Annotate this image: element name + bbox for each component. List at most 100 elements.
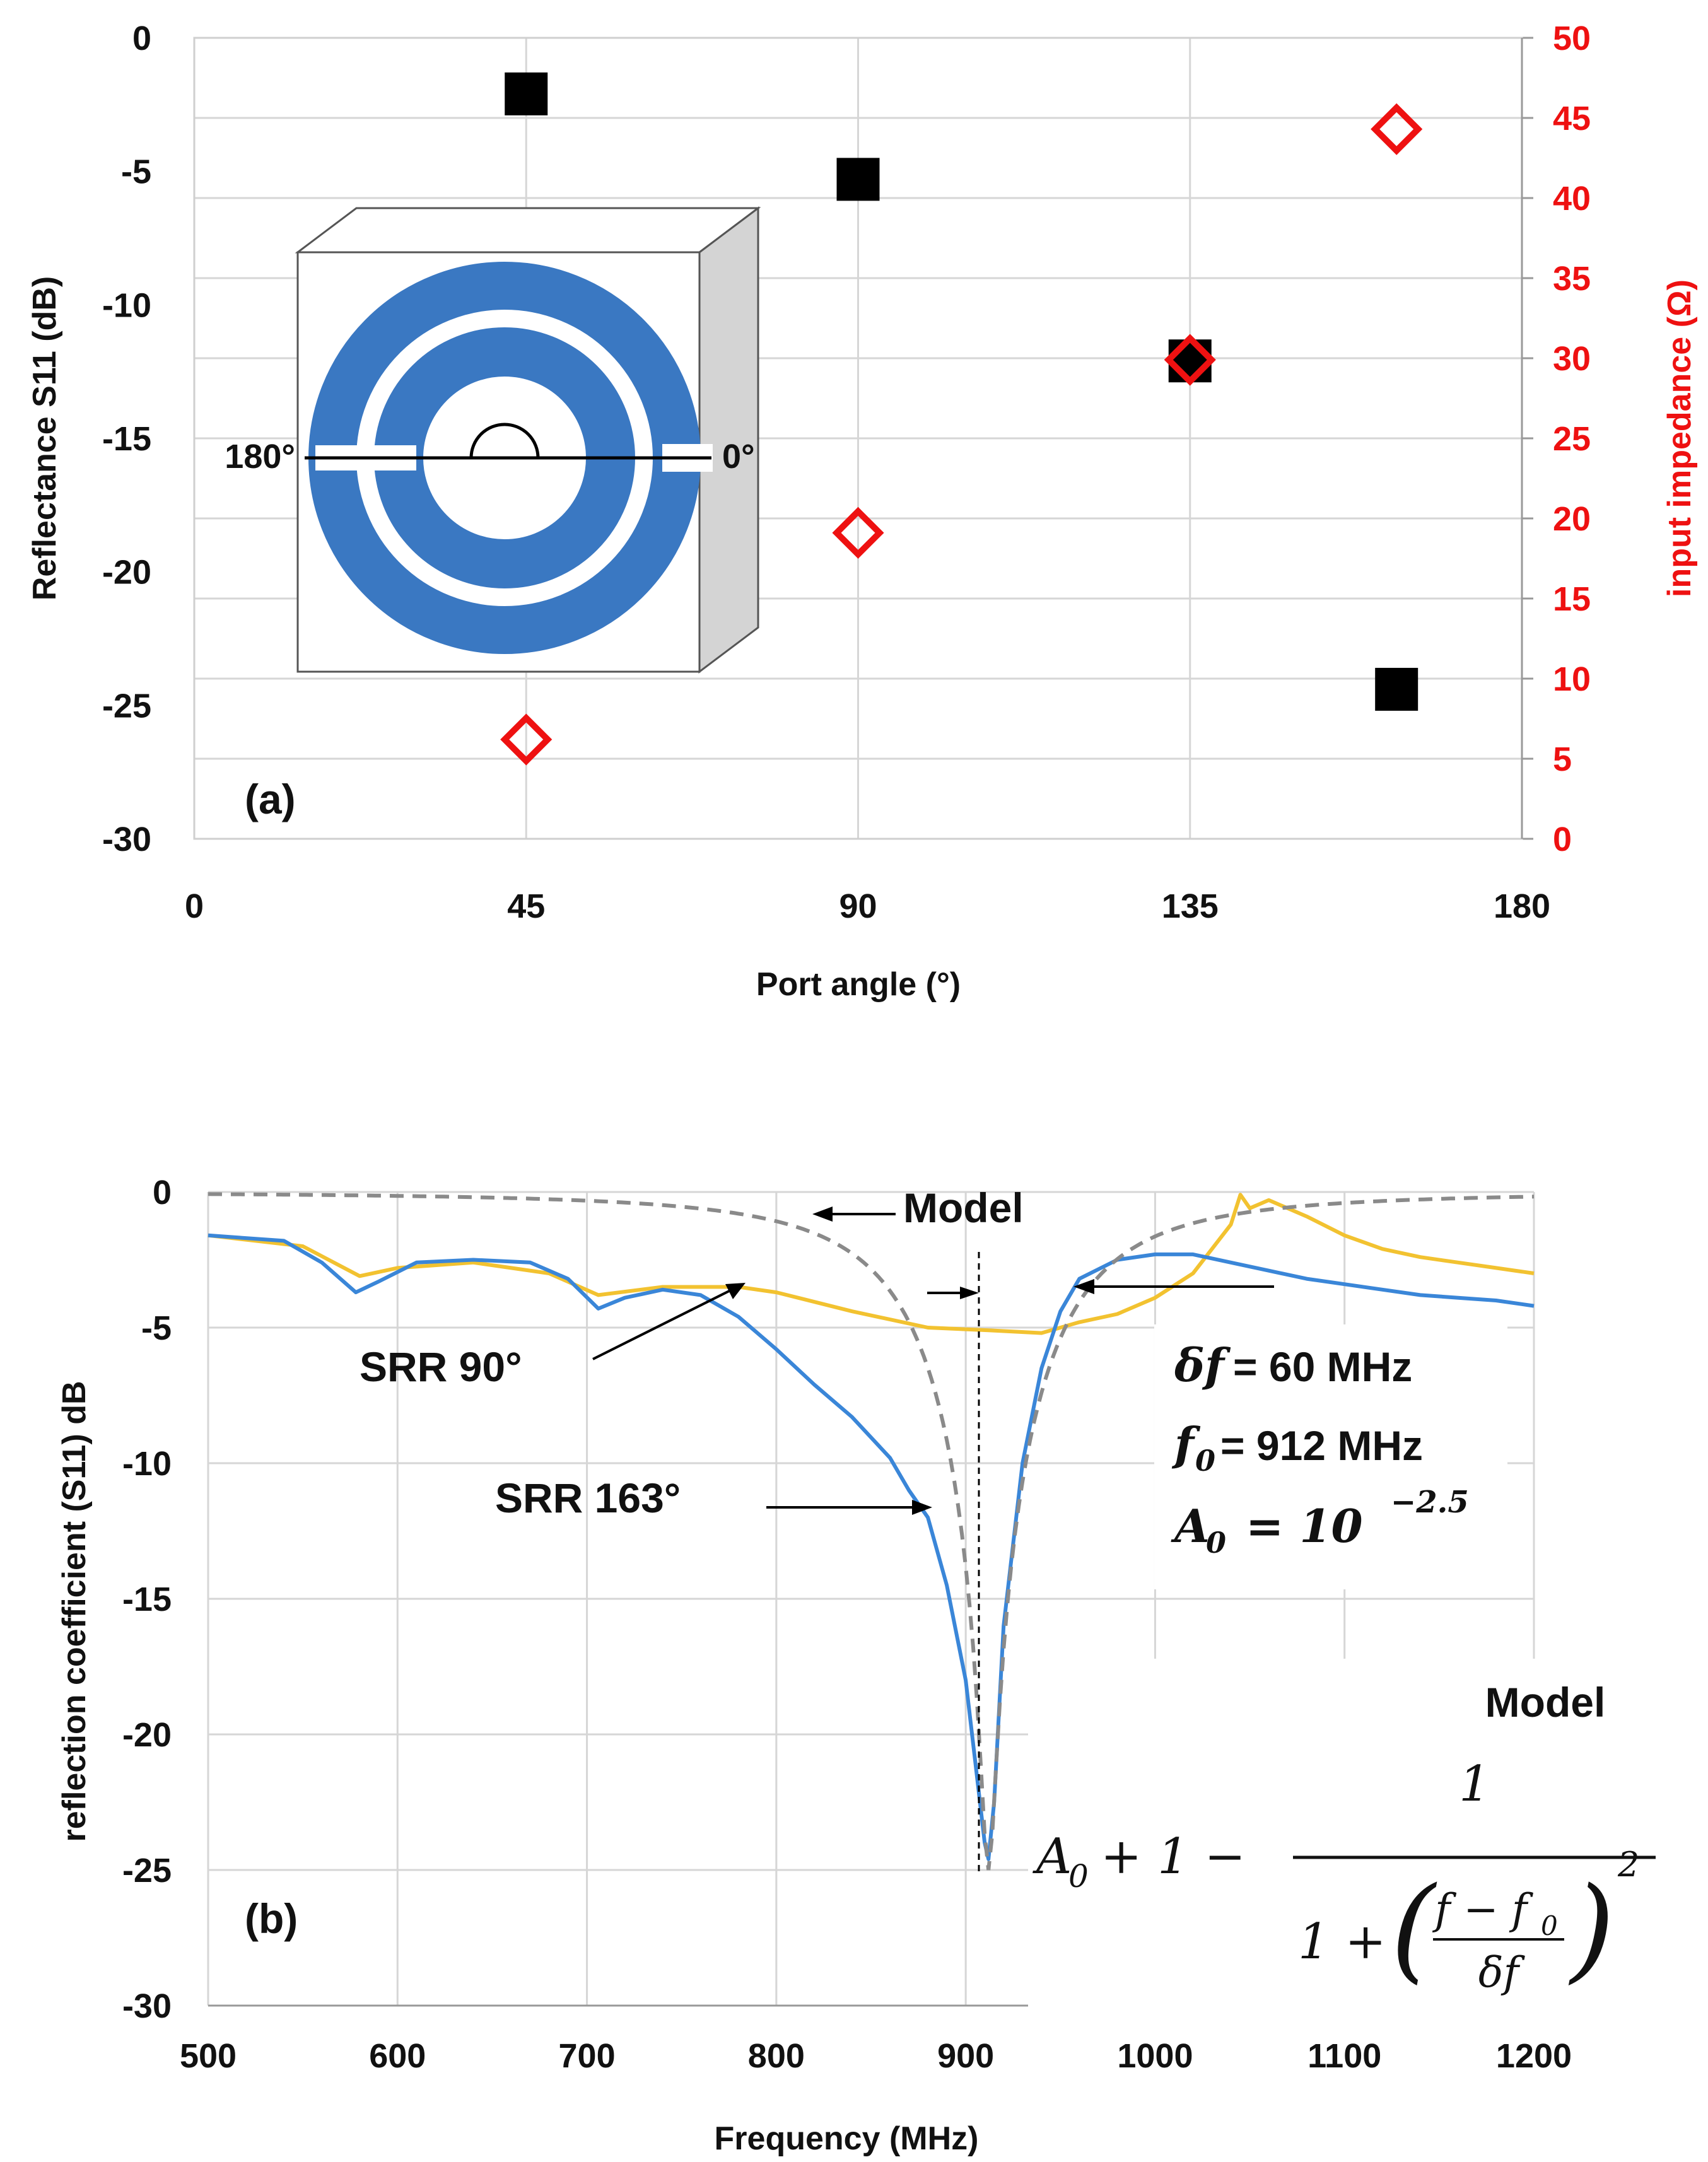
a0-subscript: 0 <box>1206 1526 1226 1560</box>
angle-arc <box>469 423 540 459</box>
a0-exponent: −2.5 <box>1391 1485 1469 1520</box>
inset-label-180: 180° <box>225 438 295 476</box>
inset-label-0: 0° <box>722 438 755 476</box>
panel-b-y-ticks: 0 -5 -10 -15 -20 -25 -30 <box>122 1174 172 2025</box>
s11-marker <box>1375 667 1418 711</box>
impedance-marker <box>1164 334 1216 386</box>
panel-b-x-axis-title: Frequency (MHz) <box>715 2120 979 2157</box>
formula-denominator-start: 1 + <box>1298 1914 1386 1970</box>
a0-eq: = 10 <box>1246 1499 1363 1553</box>
formula-numerator: 1 <box>1459 1756 1490 1813</box>
panel-a-y-tick-label: -5 <box>121 153 151 191</box>
panel-b-x-tick-label: 1100 <box>1307 2037 1381 2075</box>
panel-a-y2-tick-label: 40 <box>1553 180 1591 218</box>
panel-b-y-tick-label: -5 <box>141 1309 172 1347</box>
panel-b-x-tick-label: 600 <box>369 2037 426 2075</box>
formula-left-paren: ( <box>1391 1863 1437 1995</box>
panel-b-y-tick-label: -15 <box>122 1581 172 1618</box>
panel-a: 0 45 90 135 180 0-5-10-15-20-25-30 504540353… <box>26 20 1698 1003</box>
formula-inner-numerator: f − f <box>1432 1885 1534 1934</box>
a0-symbol: A <box>1171 1499 1210 1553</box>
delta-f-arrowhead <box>960 1287 979 1299</box>
panel-a-y-tick-label: 0 <box>132 20 151 57</box>
panel-a-x-ticks: 0 45 90 135 180 <box>185 887 1550 925</box>
panel-a-y-tick-label: -10 <box>102 286 151 324</box>
panel-a-y2-tick-label: 30 <box>1553 340 1591 378</box>
panel-a-y2-tick-label: 20 <box>1553 500 1591 538</box>
panel-b-x-tick-label: 1000 <box>1117 2037 1193 2075</box>
right-edge-arrowhead <box>1073 1279 1094 1294</box>
panel-b: 500 600 700 800 900 1000 1100 1200 0-5-10-15-20… <box>56 1174 1678 2157</box>
panel-a-marks <box>500 72 1423 766</box>
panel-a-y2-tick-label: 35 <box>1553 260 1591 298</box>
panel-a-y2-tick-label: 10 <box>1553 660 1591 698</box>
srr-inset: 180° 0° <box>225 206 761 674</box>
panel-a-y-tick-label: -25 <box>102 687 151 725</box>
formula-a-subscript: 0 <box>1068 1858 1089 1895</box>
panel-a-x-tick-label: 180 <box>1494 887 1550 925</box>
formula-title: Model <box>1485 1679 1606 1726</box>
panel-a-y-tick-label: -20 <box>102 554 151 592</box>
panel-b-y-tick-label: -30 <box>122 1987 172 2025</box>
panel-a-y-tick-label: -15 <box>102 420 151 458</box>
panel-b-y-axis-title: reflection coefficient (S11) dB <box>56 1381 93 1842</box>
panel-a-x-tick-label: 135 <box>1162 887 1219 925</box>
formula-right-paren: ) <box>1568 1863 1615 1995</box>
impedance-marker <box>500 713 553 766</box>
panel-a-y-tick-label: -30 <box>102 821 151 858</box>
panel-a-y-ticks: 0 -5 -10 -15 -20 -25 -30 <box>102 20 151 858</box>
s11-marker <box>836 158 880 201</box>
panel-b-x-ticks: 500 600 700 800 900 1000 1100 1200 <box>180 2037 1572 2075</box>
panel-b-x-tick-label: 800 <box>748 2037 805 2075</box>
panel-a-y2-tick-label: 0 <box>1553 821 1572 858</box>
panel-a-y2-axis-title: input impedance (Ω) <box>1661 279 1698 597</box>
impedance-marker <box>1371 103 1423 155</box>
formula-inner-denominator: δf <box>1478 1948 1526 1997</box>
srr90-arrowhead <box>725 1283 746 1299</box>
param-box <box>1154 1324 1507 1589</box>
panel-a-y-axis-title: Reflectance S11 (dB) <box>26 276 63 600</box>
srr90-series-line <box>208 1193 1535 1335</box>
panel-a-x-tick-label: 0 <box>185 887 204 925</box>
panel-b-y-tick-label: -10 <box>122 1445 172 1483</box>
panel-a-x-tick-label: 45 <box>507 887 545 925</box>
panel-a-x-axis-title: Port angle (°) <box>756 966 961 1003</box>
srr90-arrow <box>592 1288 732 1360</box>
formula-box <box>1028 1659 1678 2012</box>
panel-a-x-tick-label: 90 <box>839 887 877 925</box>
srr163-series-line <box>208 1233 1535 1861</box>
panel-b-x-tick-label: 1200 <box>1496 2037 1572 2075</box>
inset-box-top <box>295 207 761 254</box>
panel-a-y2-tick-label: 15 <box>1553 580 1591 618</box>
srr90-label: SRR 90° <box>360 1343 522 1390</box>
panel-a-y2-tick-label: 5 <box>1553 740 1572 778</box>
srr163-label: SRR 163° <box>495 1475 681 1521</box>
panel-a-y2-tick-label: 50 <box>1553 20 1591 57</box>
formula-inner-subscript: 0 <box>1541 1910 1558 1941</box>
panel-a-y2-tick-label: 45 <box>1553 100 1591 137</box>
formula-exponent: 2 <box>1617 1845 1639 1884</box>
panel-b-label: (b) <box>245 1895 298 1942</box>
delta-f-value: = 60 MHz <box>1233 1343 1412 1390</box>
srr163-arrowhead <box>912 1500 932 1515</box>
formula-a: A <box>1032 1828 1072 1885</box>
panel-a-label: (a) <box>245 776 296 822</box>
f0-value: = 912 MHz <box>1220 1422 1423 1469</box>
s11-marker <box>1168 339 1212 383</box>
impedance-marker <box>832 506 884 559</box>
delta-f-symbol: δf <box>1174 1338 1231 1392</box>
panel-b-x-tick-label: 700 <box>559 2037 616 2075</box>
formula-plus-minus: + 1 − <box>1101 1828 1246 1885</box>
panel-b-lines <box>208 1192 1535 1871</box>
panel-b-y-tick-label: -20 <box>122 1716 172 1754</box>
model-arrow-label: Model <box>903 1184 1024 1231</box>
panel-b-x-tick-label: 500 <box>180 2037 237 2075</box>
panel-b-y-tick-label: 0 <box>153 1174 172 1212</box>
s11-marker <box>505 72 548 115</box>
f0-subscript: 0 <box>1195 1444 1215 1478</box>
model-series-line <box>208 1192 1535 1871</box>
panel-b-y-tick-label: -25 <box>122 1852 172 1890</box>
panel-a-y2-tick-label: 25 <box>1553 420 1591 458</box>
